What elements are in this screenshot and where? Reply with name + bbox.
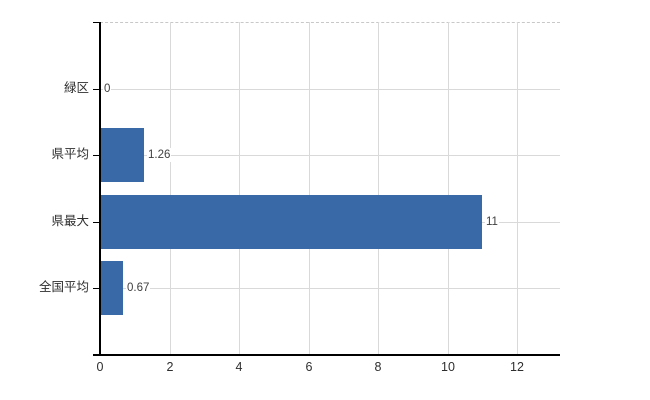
bar (100, 128, 144, 182)
gridline-vertical (308, 22, 310, 355)
category-label: 県最大 (51, 214, 89, 228)
y-axis-tick (93, 288, 100, 289)
x-axis-tick-label: 2 (166, 360, 174, 374)
gridline-vertical (378, 22, 379, 355)
bar (100, 195, 482, 249)
y-axis-tick (93, 89, 100, 90)
gridline-vertical (447, 22, 449, 355)
category-label: 緑区 (63, 81, 89, 95)
bar-value-label: 0 (103, 82, 112, 96)
gridline-horizontal (100, 155, 560, 156)
x-axis-tick-label: 0 (96, 360, 104, 374)
category-label: 県平均 (51, 147, 89, 161)
x-axis-tick-label: 10 (441, 360, 455, 374)
bar-value-label: 1.26 (147, 148, 172, 162)
x-axis-tick-label: 6 (305, 360, 313, 374)
gridline-horizontal (100, 89, 560, 90)
y-axis-tick (93, 22, 100, 23)
x-axis-tick-label: 4 (235, 360, 243, 374)
y-axis-tick (93, 222, 100, 223)
y-axis-line (99, 22, 101, 355)
bar-value-label: 11 (485, 215, 499, 229)
x-axis-line (93, 354, 560, 356)
y-axis-tick (93, 155, 100, 156)
bar (100, 261, 123, 315)
gridline-horizontal (100, 288, 560, 289)
gridline-vertical (169, 22, 171, 355)
gridline-vertical (517, 22, 518, 355)
plot-top-border (100, 22, 560, 23)
plot-area (100, 22, 560, 355)
x-axis-tick-label: 12 (510, 360, 524, 374)
category-label: 全国平均 (38, 280, 89, 294)
gridline-vertical (239, 22, 240, 355)
x-axis-tick-label: 8 (374, 360, 382, 374)
bar-value-label: 0.67 (126, 281, 151, 295)
